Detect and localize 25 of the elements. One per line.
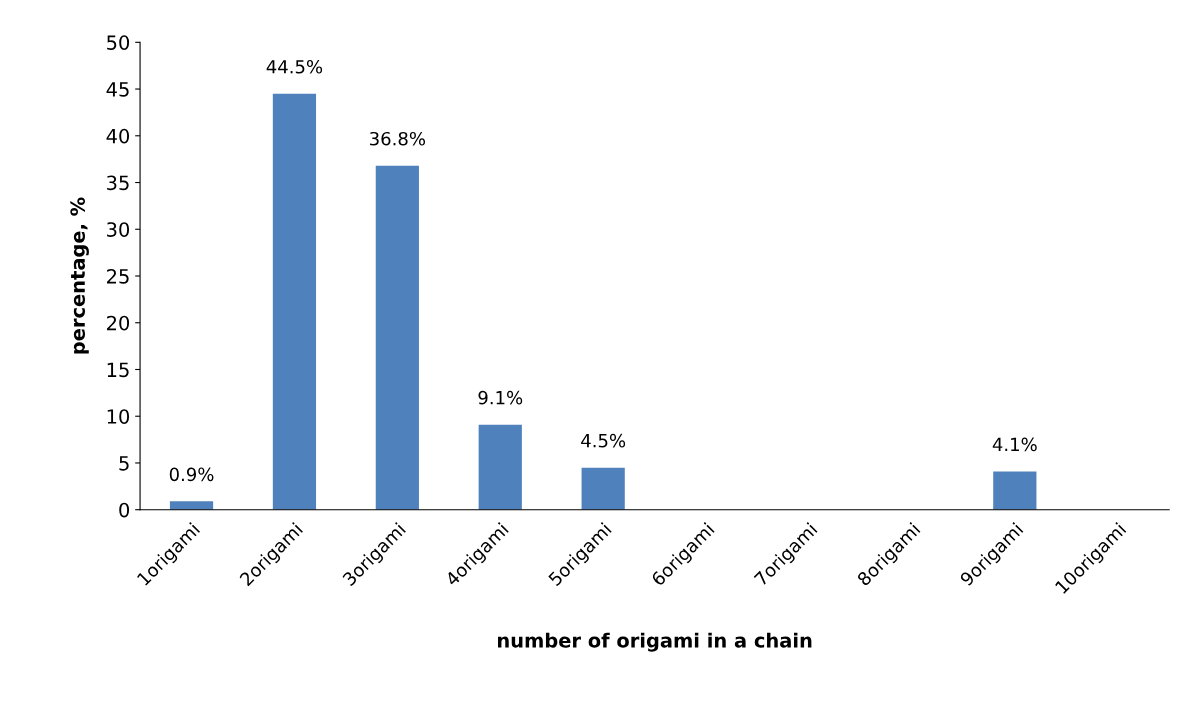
data-label: 4.1%: [992, 437, 1037, 452]
bar: [375, 165, 419, 510]
y-tick-label: 50: [107, 35, 130, 50]
bar: [993, 471, 1037, 510]
data-label: 44.5%: [266, 59, 323, 74]
y-tick-label: 10: [107, 409, 130, 424]
x-axis-title: number of origami in a chain: [498, 632, 812, 652]
y-tick-label: 30: [107, 222, 130, 237]
y-tick-label: 40: [106, 128, 130, 144]
y-axis-title: percentage, %: [70, 197, 89, 354]
bar: [478, 424, 522, 510]
y-tick-label: 5: [119, 456, 129, 471]
y-tick-label: 15: [107, 362, 129, 378]
data-label: 4.5%: [581, 433, 626, 448]
data-label: 36.8%: [370, 131, 426, 146]
y-tick-label: 35: [107, 175, 129, 191]
y-tick-label: 0: [119, 502, 130, 518]
bar: [581, 467, 625, 510]
bar: [169, 501, 214, 510]
y-tick-label: 45: [106, 82, 129, 97]
y-tick-label: 20: [107, 315, 130, 331]
data-label: 0.9%: [169, 467, 214, 482]
bar: [272, 93, 317, 510]
data-label: 9.1%: [478, 390, 523, 405]
y-tick-label: 25: [107, 268, 129, 284]
